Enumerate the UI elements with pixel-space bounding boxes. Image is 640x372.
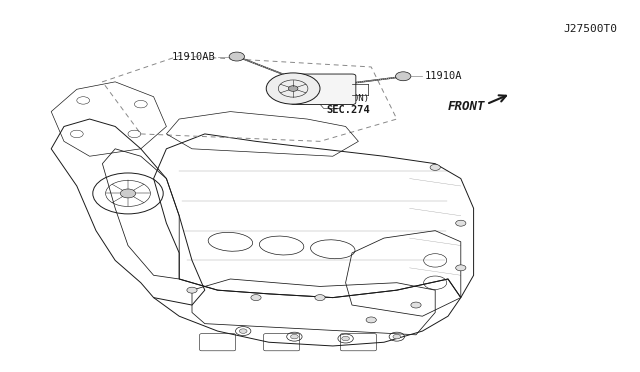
Circle shape: [396, 72, 411, 81]
Text: (27630N): (27630N): [326, 94, 369, 103]
Text: J27500T0: J27500T0: [564, 24, 618, 34]
Circle shape: [266, 73, 320, 104]
Circle shape: [393, 334, 401, 339]
Circle shape: [456, 220, 466, 226]
Circle shape: [291, 334, 298, 339]
Circle shape: [120, 189, 136, 198]
Circle shape: [187, 287, 197, 293]
Circle shape: [229, 52, 244, 61]
Circle shape: [288, 86, 298, 92]
Circle shape: [342, 336, 349, 341]
Circle shape: [366, 317, 376, 323]
FancyBboxPatch shape: [291, 74, 356, 105]
Text: 11910A: 11910A: [424, 71, 462, 81]
Circle shape: [239, 329, 247, 333]
Circle shape: [315, 295, 325, 301]
Text: 11910AB: 11910AB: [172, 52, 215, 61]
Circle shape: [430, 164, 440, 170]
Circle shape: [411, 302, 421, 308]
Circle shape: [251, 295, 261, 301]
Text: SEC.274: SEC.274: [326, 105, 370, 115]
Text: FRONT: FRONT: [448, 100, 486, 113]
Circle shape: [456, 265, 466, 271]
